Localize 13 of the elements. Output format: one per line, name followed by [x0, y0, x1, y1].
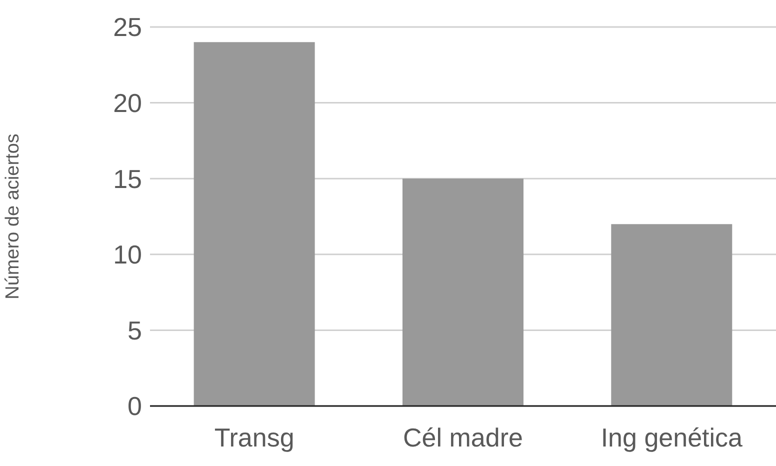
bar: [402, 178, 524, 406]
bar: [611, 224, 732, 406]
x-tick-label: Cél madre: [403, 422, 523, 452]
y-tick-label: 20: [113, 88, 142, 118]
x-tick-label: Transg: [214, 422, 294, 452]
y-tick-label: 15: [113, 164, 142, 194]
bar: [194, 42, 315, 406]
y-tick-label: 10: [113, 240, 142, 270]
y-tick-label: 5: [128, 315, 142, 346]
x-tick-label: Ing genética: [600, 422, 744, 452]
y-tick-label: 25: [113, 12, 142, 42]
y-tick-label: 0: [128, 391, 142, 422]
y-axis-title: Número de aciertos: [2, 134, 24, 300]
